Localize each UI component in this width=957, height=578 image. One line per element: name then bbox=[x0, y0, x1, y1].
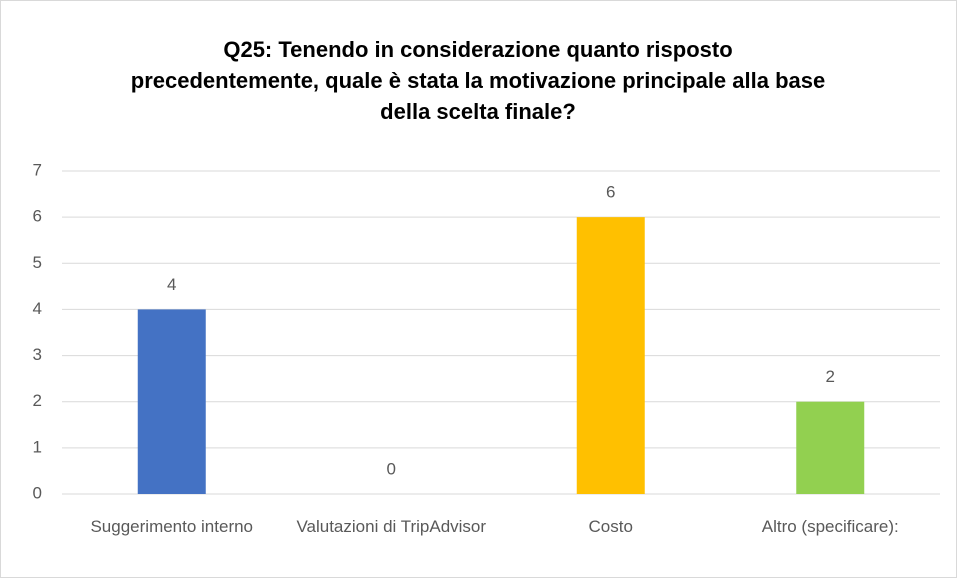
x-tick-label: Suggerimento interno bbox=[90, 517, 254, 536]
y-tick-label: 5 bbox=[33, 253, 42, 272]
data-label: 2 bbox=[826, 367, 835, 386]
y-tick-label: 3 bbox=[33, 345, 42, 364]
bar bbox=[576, 217, 645, 494]
x-tick-label: Costo bbox=[588, 517, 633, 536]
y-tick-label: 6 bbox=[33, 207, 42, 226]
data-label: 0 bbox=[387, 459, 396, 478]
data-label: 6 bbox=[606, 183, 615, 202]
chart-title: Q25: Tenendo in considerazione quanto ri… bbox=[130, 37, 826, 124]
y-tick-label: 7 bbox=[33, 160, 42, 179]
y-tick-label: 1 bbox=[33, 437, 42, 456]
bar bbox=[796, 401, 865, 494]
y-tick-label: 0 bbox=[33, 483, 42, 502]
bar bbox=[137, 309, 206, 494]
y-tick-label: 4 bbox=[33, 299, 42, 318]
x-tick-label: Altro (specificare): bbox=[761, 517, 899, 536]
y-tick-label: 2 bbox=[33, 391, 42, 410]
x-tick-label: Valutazioni di TripAdvisor bbox=[296, 517, 487, 536]
data-label: 4 bbox=[167, 275, 176, 294]
